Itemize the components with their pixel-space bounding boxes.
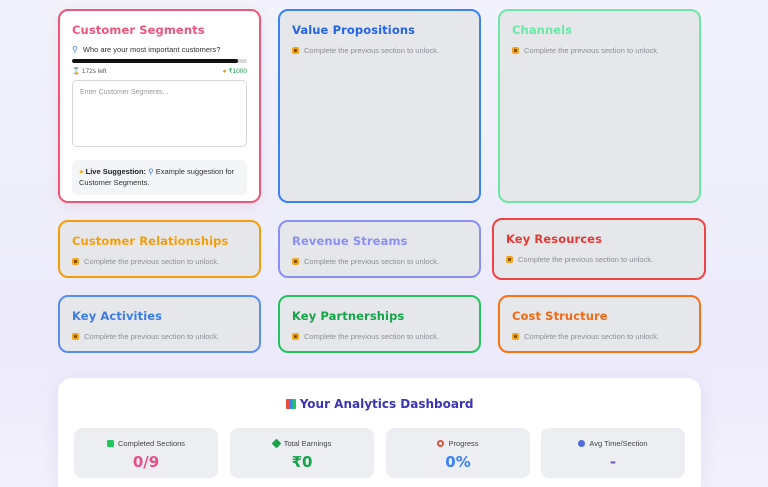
- lock-icon: [512, 333, 519, 340]
- clock-icon: [578, 440, 586, 447]
- lock-icon: [292, 47, 299, 54]
- dashboard-title: Your Analytics Dashboard: [58, 397, 701, 411]
- card-key-activities: Key Activities Complete the previous sec…: [58, 295, 261, 353]
- lightbulb-icon: ●: [79, 167, 84, 176]
- key-icon: ⚲: [148, 167, 154, 176]
- suggestion-text: Example suggestion for Customer Segments…: [79, 167, 235, 188]
- card-title: Cost Structure: [512, 309, 608, 323]
- live-suggestion: ● Live Suggestion: ⚲ Example suggestion …: [72, 160, 247, 195]
- stat-total-earnings: Total Earnings ₹0: [230, 428, 374, 478]
- locked-message: Complete the previous section to unlock.: [292, 257, 467, 266]
- card-key-resources: Key Resources Complete the previous sect…: [492, 218, 706, 280]
- stat-value: 0/9: [132, 453, 160, 471]
- stat-avg-time: Avg Time/Section -: [541, 428, 685, 478]
- card-customer-relationships: Customer Relationships Complete the prev…: [58, 220, 261, 278]
- target-icon: [437, 440, 445, 447]
- stat-label: Avg Time/Section: [589, 439, 648, 448]
- card-title: Revenue Streams: [292, 234, 408, 248]
- stat-label: Completed Sections: [117, 439, 186, 448]
- locked-message: Complete the previous section to unlock.: [512, 46, 687, 55]
- card-title: Key Partnerships: [292, 309, 405, 323]
- lock-icon: [506, 256, 513, 263]
- money-icon: [271, 438, 282, 449]
- question-text: Who are your most important customers?: [82, 45, 221, 54]
- money-bag-icon: ●: [222, 68, 227, 75]
- analytics-dashboard: Your Analytics Dashboard Completed Secti…: [58, 378, 701, 487]
- bar-chart-icon: [285, 399, 296, 409]
- timer-progress-fill: [72, 59, 239, 63]
- lock-icon: [72, 333, 79, 340]
- stat-value: -: [609, 453, 617, 471]
- reward: ● ₹1000: [222, 68, 247, 75]
- lock-icon: [292, 258, 299, 265]
- locked-message: Complete the previous section to unlock.: [72, 332, 247, 341]
- stat-progress: Progress 0%: [386, 428, 530, 478]
- card-title: Customer Segments: [72, 23, 205, 37]
- card-title: Customer Relationships: [72, 234, 229, 248]
- card-revenue-streams: Revenue Streams Complete the previous se…: [278, 220, 481, 278]
- question-row: ⚲ Who are your most important customers?: [72, 45, 247, 54]
- customer-segments-input[interactable]: [72, 80, 247, 147]
- check-icon: [106, 440, 114, 447]
- search-icon: ⚲: [72, 45, 78, 54]
- card-title: Channels: [512, 23, 573, 37]
- hourglass-icon: ⌛: [72, 68, 81, 75]
- suggestion-label: Live Suggestion:: [85, 167, 147, 176]
- card-title: Value Propositions: [292, 23, 416, 37]
- lock-icon: [512, 47, 519, 54]
- stat-value: ₹0: [291, 453, 313, 471]
- lock-icon: [292, 333, 299, 340]
- locked-message: Complete the previous section to unlock.: [292, 46, 467, 55]
- lock-icon: [72, 258, 79, 265]
- card-customer-segments: Customer Segments ⚲ Who are your most im…: [58, 9, 261, 203]
- locked-message: Complete the previous section to unlock.: [506, 255, 692, 264]
- card-title: Key Activities: [72, 309, 163, 323]
- locked-message: Complete the previous section to unlock.: [72, 257, 247, 266]
- stat-label: Total Earnings: [283, 439, 332, 448]
- meta-row: ⌛ 172s left ● ₹1000: [72, 67, 247, 75]
- stat-completed-sections: Completed Sections 0/9: [74, 428, 218, 478]
- card-channels: Channels Complete the previous section t…: [498, 9, 701, 203]
- stat-label: Progress: [448, 439, 479, 448]
- locked-message: Complete the previous section to unlock.: [292, 332, 467, 341]
- stat-value: 0%: [445, 453, 471, 471]
- card-title: Key Resources: [506, 232, 603, 246]
- locked-message: Complete the previous section to unlock.: [512, 332, 687, 341]
- timer-progress-bar: [72, 59, 247, 63]
- card-value-propositions: Value Propositions Complete the previous…: [278, 9, 481, 203]
- card-cost-structure: Cost Structure Complete the previous sec…: [498, 295, 701, 353]
- card-key-partnerships: Key Partnerships Complete the previous s…: [278, 295, 481, 353]
- time-left: ⌛ 172s left: [72, 68, 107, 75]
